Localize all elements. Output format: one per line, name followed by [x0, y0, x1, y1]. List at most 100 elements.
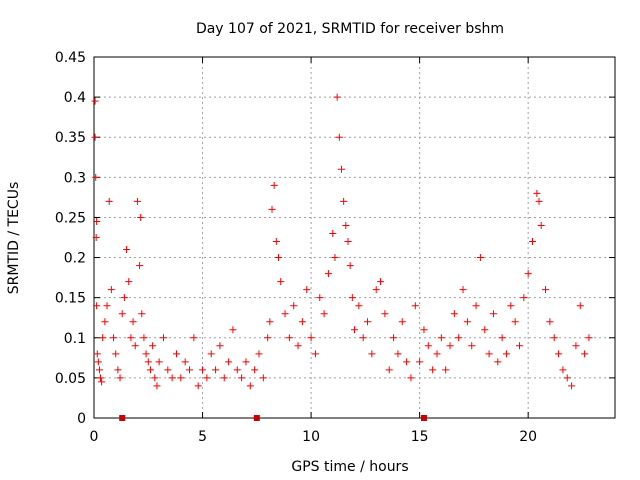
y-tick-labels: 0 0.05 0.1 0.15 0.2 0.25 0.3 0.35 0.4 0.45: [55, 50, 86, 427]
data-point: [93, 217, 101, 225]
data-point: [481, 326, 489, 334]
data-point: [489, 310, 497, 318]
data-point: [420, 326, 428, 334]
data-point: [342, 221, 350, 229]
data-point: [146, 366, 154, 374]
data-point: [114, 366, 122, 374]
data-point: [446, 342, 454, 350]
data-point: [268, 205, 276, 213]
data-point: [320, 310, 328, 318]
data-point: [172, 350, 180, 358]
data-point: [581, 350, 589, 358]
data-point: [355, 302, 363, 310]
data-point: [92, 234, 100, 241]
data-point: [212, 366, 220, 374]
data-point: [524, 270, 532, 278]
data-point: [344, 238, 352, 246]
data-point: [164, 366, 172, 374]
data-point: [455, 334, 463, 342]
x-tick-label: 5: [198, 429, 207, 445]
data-point: [372, 286, 380, 294]
data-point: [533, 189, 541, 197]
data-point: [137, 213, 145, 221]
y-tick-label: 0.1: [64, 331, 86, 347]
data-point: [125, 278, 133, 286]
data-point: [424, 342, 432, 350]
data-point: [246, 382, 254, 390]
data-point: [398, 318, 406, 326]
data-point: [511, 318, 519, 326]
data-point: [140, 334, 148, 342]
data-point: [348, 294, 356, 302]
data-point: [529, 238, 537, 246]
data-point: [275, 254, 283, 262]
data-point: [255, 350, 263, 358]
data-point: [494, 358, 502, 366]
data-point: [411, 302, 419, 310]
data-point: [502, 350, 510, 358]
data-point: [585, 334, 593, 342]
data-point: [550, 334, 558, 342]
data-point: [177, 374, 185, 382]
data-point: [390, 334, 398, 342]
y-tick-label: 0.35: [55, 130, 86, 146]
data-point: [335, 133, 343, 141]
data-point: [110, 334, 118, 342]
data-point: [155, 358, 163, 366]
data-point: [133, 197, 141, 205]
data-point: [351, 326, 358, 334]
data-point: [498, 334, 506, 342]
data-point: [233, 366, 241, 374]
data-point: [99, 334, 107, 342]
data-point: [107, 286, 115, 294]
x-axis-label: GPS time / hours: [291, 459, 408, 475]
data-point: [307, 334, 315, 342]
data-point: [216, 342, 224, 350]
data-point: [181, 358, 189, 366]
data-point: [95, 366, 103, 374]
data-point: [394, 350, 402, 358]
data-point: [416, 358, 424, 366]
data-point: [138, 310, 146, 318]
x-tick-label: 20: [519, 429, 537, 445]
data-point: [572, 342, 580, 350]
baseline-marker: [420, 415, 427, 421]
data-point: [149, 342, 157, 350]
data-point: [381, 310, 389, 318]
data-point: [97, 374, 105, 382]
data-point: [507, 302, 515, 310]
data-point: [303, 286, 311, 294]
y-tick-label: 0.25: [55, 210, 86, 226]
data-point: [101, 318, 109, 326]
data-point: [364, 318, 372, 326]
data-point: [476, 254, 484, 262]
data-point: [266, 318, 274, 326]
data-point: [485, 350, 493, 358]
baseline-marker: [253, 415, 260, 421]
data-point: [136, 262, 144, 270]
chart-title: Day 107 of 2021, SRMTID for receiver bsh…: [196, 21, 504, 37]
data-point: [515, 342, 523, 350]
y-tick-label: 0: [77, 411, 86, 427]
y-axis-label: SRMTID / TECUs: [6, 182, 22, 295]
data-point: [92, 173, 100, 181]
data-point: [285, 334, 293, 342]
x-tick-label: 0: [90, 429, 99, 445]
data-point: [93, 350, 101, 358]
y-tick-label: 0.2: [64, 251, 86, 267]
x-tick-label: 15: [411, 429, 429, 445]
data-points: [91, 93, 593, 390]
data-point: [207, 350, 215, 358]
data-point: [346, 262, 354, 270]
baseline-markers: [119, 415, 427, 421]
data-point: [316, 294, 324, 302]
data-point: [450, 310, 458, 318]
data-point: [281, 310, 289, 318]
data-point: [116, 374, 124, 382]
data-point: [337, 165, 345, 173]
data-point: [472, 302, 480, 310]
data-point: [385, 366, 393, 374]
data-point: [186, 366, 194, 374]
